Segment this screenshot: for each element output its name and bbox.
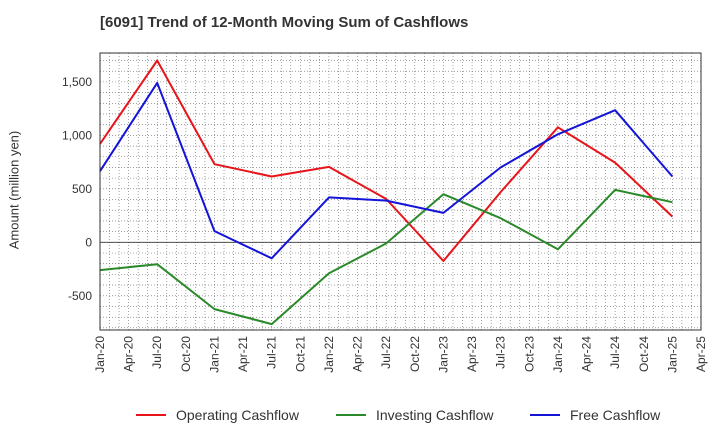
x-tick-label: Apr-20 <box>122 336 136 372</box>
x-tick-label: Jul-24 <box>608 336 622 369</box>
x-tick-label: Oct-20 <box>179 336 193 372</box>
x-tick-label: Oct-21 <box>293 336 307 372</box>
x-tick-label: Apr-24 <box>580 336 594 372</box>
x-tick-label: Jul-21 <box>265 336 279 369</box>
legend-item-investing: Investing Cashflow <box>336 404 494 426</box>
chart-title: [6091] Trend of 12-Month Moving Sum of C… <box>100 14 469 31</box>
x-tick-label: Jul-23 <box>494 336 508 369</box>
legend-swatch-free <box>530 414 560 416</box>
legend-label-operating: Operating Cashflow <box>176 407 299 423</box>
x-tick-label: Apr-25 <box>694 336 708 372</box>
x-tick-label: Apr-21 <box>236 336 250 372</box>
y-tick-label: 0 <box>85 235 92 249</box>
x-tick-labels: Jan-20 Apr-20 Jul-20 Oct-20 Jan-21 Apr-21 Jul-… <box>93 336 708 373</box>
y-tick-label: -500 <box>68 289 92 303</box>
grid <box>100 53 701 330</box>
y-tick-label: 1,000 <box>62 128 92 142</box>
x-tick-label: Apr-23 <box>465 336 479 372</box>
x-tick-label: Oct-23 <box>522 336 536 372</box>
series-line-free-cashflow <box>99 81 674 260</box>
x-tick-label: Jan-24 <box>551 336 565 373</box>
x-tick-label: Jan-23 <box>436 336 450 373</box>
legend-label-investing: Investing Cashflow <box>376 407 494 423</box>
x-tick-label: Jan-21 <box>207 336 221 373</box>
x-tick-label: Jan-20 <box>93 336 107 373</box>
plot-frame <box>99 52 702 331</box>
x-tick-label: Oct-22 <box>408 336 422 372</box>
x-tick-label: Jan-22 <box>322 336 336 373</box>
series-line-operating-cashflow <box>99 59 674 262</box>
x-tick-label: Apr-22 <box>351 336 365 372</box>
y-tick-label: 500 <box>72 182 92 196</box>
x-tick-label: Jul-20 <box>150 336 164 369</box>
y-tick-label: 1,500 <box>62 75 92 89</box>
legend-item-free: Free Cashflow <box>530 404 660 426</box>
y-tick-labels: -500 0 500 1,000 1,500 <box>62 75 92 303</box>
legend-swatch-investing <box>336 414 366 416</box>
legend-item-operating: Operating Cashflow <box>136 404 299 426</box>
legend-label-free: Free Cashflow <box>570 407 661 423</box>
x-tick-label: Oct-24 <box>637 336 651 372</box>
series-group <box>99 59 674 326</box>
legend-swatch-operating <box>136 414 166 416</box>
series-line-investing-cashflow <box>99 188 673 326</box>
x-tick-label: Jan-25 <box>665 336 679 373</box>
legend: Operating Cashflow Investing Cashflow Fr… <box>0 404 720 426</box>
x-tick-label: Jul-22 <box>379 336 393 369</box>
